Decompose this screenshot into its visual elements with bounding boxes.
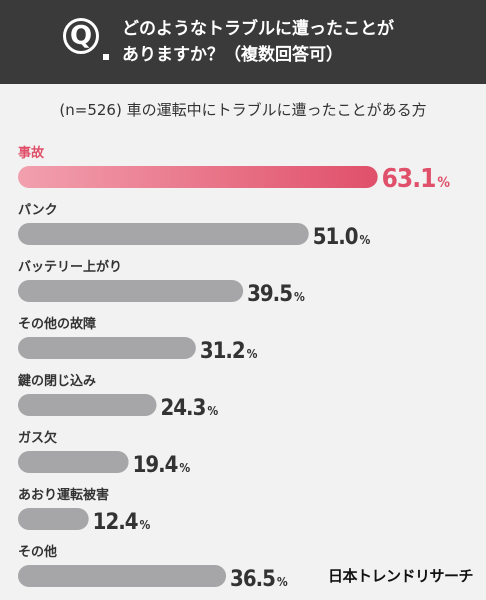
q-mark: Q bbox=[69, 21, 93, 51]
question-line-1: どのようなトラブルに遭ったことが bbox=[122, 19, 394, 39]
value-label: 19.4% bbox=[133, 453, 191, 478]
value-label: 24.3% bbox=[161, 396, 219, 421]
bar bbox=[18, 394, 157, 416]
question-line-2: ありますか？（複数回答可） bbox=[122, 45, 343, 65]
category-label: 鍵の閉じ込み bbox=[18, 373, 96, 389]
value-label: 63.1% bbox=[382, 164, 451, 194]
bar bbox=[18, 280, 244, 302]
category-label: あおり運転被害 bbox=[18, 487, 109, 503]
category-label: その他の故障 bbox=[18, 316, 96, 332]
value-label: 51.0% bbox=[313, 225, 371, 250]
value-label: 36.5% bbox=[230, 567, 288, 592]
value-label: 12.4% bbox=[93, 510, 151, 535]
q-badge: Q bbox=[63, 18, 99, 54]
chart-subtitle: (n=526) 車の運転中にトラブルに遭ったことがある方 bbox=[59, 101, 427, 119]
brand-logo: 日本トレンドリサーチ bbox=[328, 567, 474, 585]
category-label: その他 bbox=[18, 544, 57, 560]
bar bbox=[18, 565, 227, 587]
category-label: ガス欠 bbox=[18, 430, 57, 446]
value-label: 39.5% bbox=[247, 282, 305, 307]
bar bbox=[18, 337, 196, 359]
category-label: 事故 bbox=[18, 145, 45, 161]
bar bbox=[18, 166, 378, 188]
bar bbox=[18, 508, 89, 530]
question-header: Q どのようなトラブルに遭ったことが ありますか？（複数回答可） bbox=[0, 0, 486, 84]
question-text: どのようなトラブルに遭ったことが ありますか？（複数回答可） bbox=[122, 16, 462, 68]
value-label: 31.2% bbox=[200, 339, 258, 364]
category-label: パンク bbox=[18, 203, 58, 218]
bar bbox=[18, 451, 129, 473]
bar bbox=[18, 223, 309, 245]
q-dot bbox=[103, 54, 109, 60]
category-label: バッテリー上がり bbox=[18, 259, 122, 275]
